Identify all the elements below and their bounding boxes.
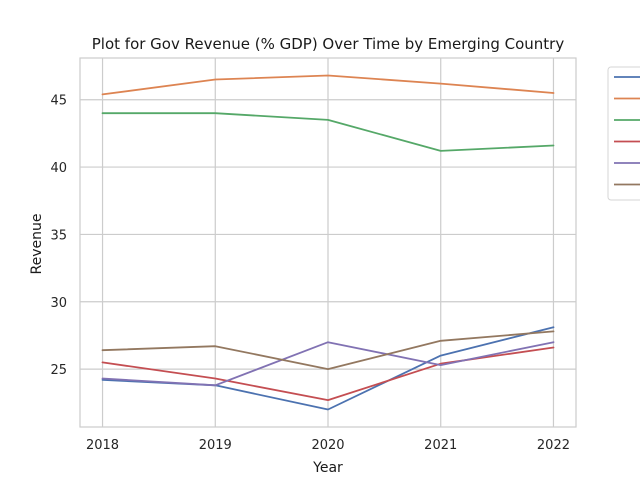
legend-box [607,66,640,201]
y-tick-label: 25 [50,363,67,378]
series-lines [101,74,555,411]
y-axis-label: Revenue [29,214,45,275]
x-tick-label: 2022 [537,438,570,453]
series-line-2 [101,74,555,96]
series-line-5 [101,341,555,387]
x-tick-label: 2020 [311,438,344,453]
x-tick-labels: 2018 2019 2020 2021 2022 [86,438,570,453]
y-tick-label: 40 [50,161,67,176]
y-tick-labels: 25 30 35 40 45 [50,94,67,378]
y-tick-label: 45 [50,94,67,109]
x-tick-label: 2019 [199,438,232,453]
x-tick-label: 2018 [86,438,119,453]
y-tick-label: 30 [50,296,67,311]
x-tick-label: 2021 [424,438,457,453]
series-line-6 [101,330,555,371]
chart-title: Plot for Gov Revenue (% GDP) Over Time b… [92,35,565,53]
series-line-3 [101,112,555,152]
plot-frame [79,57,577,428]
x-axis-label: Year [312,460,343,476]
y-tick-label: 35 [50,228,67,243]
legend [607,66,640,201]
